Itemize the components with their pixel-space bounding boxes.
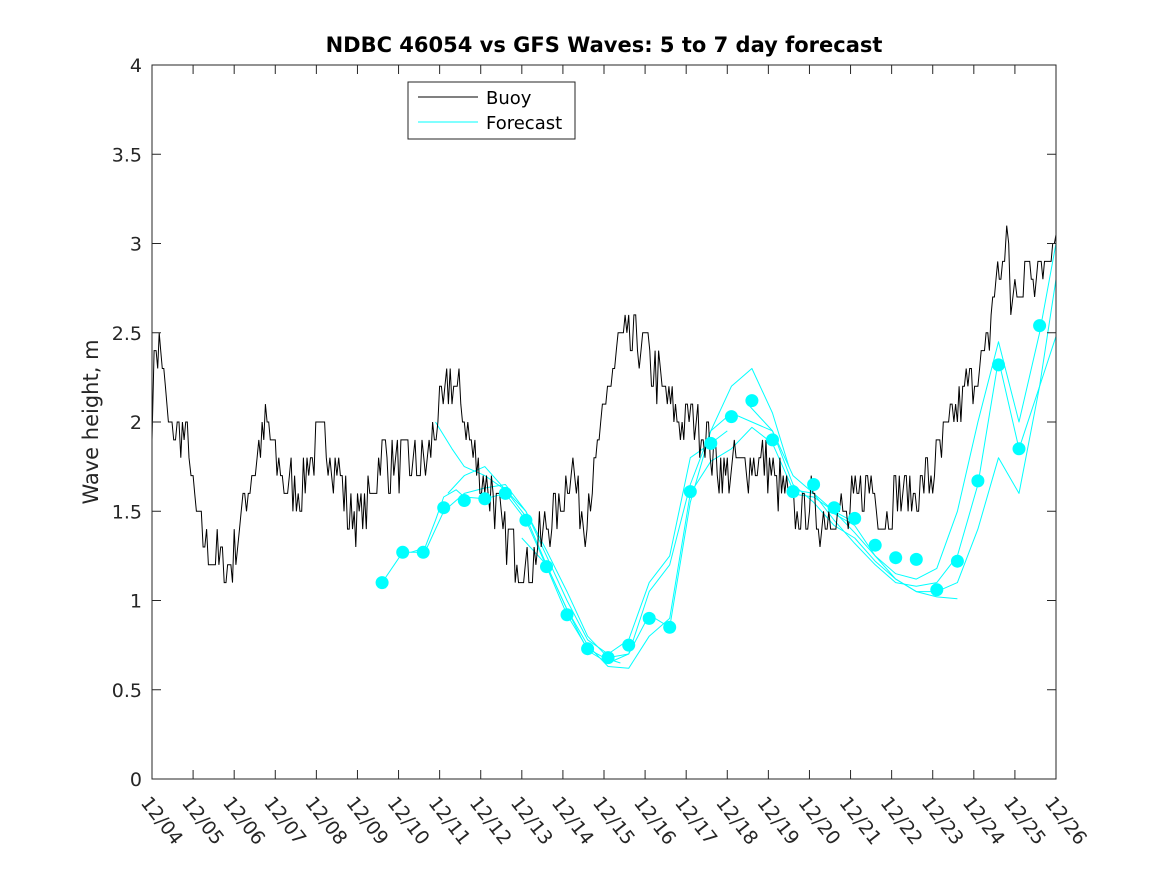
forecast-marker xyxy=(971,474,985,488)
y-tick-label: 0 xyxy=(130,769,142,791)
forecast-marker xyxy=(909,552,923,566)
y-tick-label: 1.5 xyxy=(112,501,142,523)
forecast-marker xyxy=(992,358,1005,372)
y-tick-label: 4 xyxy=(130,55,142,77)
plot-area xyxy=(152,65,1056,779)
forecast-marker xyxy=(827,501,841,515)
forecast-marker xyxy=(581,642,595,656)
forecast-marker xyxy=(930,583,944,597)
forecast-marker xyxy=(766,433,779,447)
forecast-marker xyxy=(416,545,430,559)
forecast-marker xyxy=(1012,442,1026,456)
y-tick-label: 1 xyxy=(130,591,142,613)
y-axis-ticks: 0 0.5 1 1.5 2 2.5 3 3.5 4 xyxy=(112,55,1056,791)
forecast-marker xyxy=(437,501,451,515)
forecast-marker xyxy=(519,513,533,527)
chart-title: NDBC 46054 vs GFS Waves: 5 to 7 day fore… xyxy=(326,33,883,57)
y-tick-label: 2 xyxy=(130,412,142,434)
forecast-marker xyxy=(683,485,697,499)
legend-forecast-label: Forecast xyxy=(486,113,562,134)
forecast-run-line-6 xyxy=(747,279,1057,587)
forecast-marker xyxy=(540,560,553,574)
y-tick-label: 2.5 xyxy=(112,323,142,345)
forecast-marker xyxy=(622,638,636,652)
forecast-run-line-8 xyxy=(829,336,1057,593)
forecast-marker xyxy=(601,651,615,665)
forecast-marker xyxy=(848,511,862,525)
forecast-run-line-2 xyxy=(410,430,728,655)
forecast-marker xyxy=(786,485,800,499)
y-tick-label: 3 xyxy=(130,234,142,256)
legend-buoy-label: Buoy xyxy=(486,88,532,109)
forecast-marker xyxy=(704,436,718,450)
forecast-run-line-4 xyxy=(447,426,851,669)
forecast-marker xyxy=(889,551,903,565)
forecast-marker xyxy=(724,410,738,424)
forecast-marker xyxy=(375,576,389,590)
forecast-marker xyxy=(950,554,964,568)
y-tick-label: 0.5 xyxy=(112,680,142,702)
series-layer xyxy=(151,225,1057,669)
forecast-marker xyxy=(478,492,492,506)
legend: Buoy Forecast xyxy=(407,81,576,140)
forecast-marker xyxy=(807,478,821,491)
forecast-run-line-5 xyxy=(521,412,958,664)
forecast-marker xyxy=(868,538,882,552)
y-tick-label: 3.5 xyxy=(112,144,142,166)
forecast-marker xyxy=(457,494,471,507)
forecast-marker xyxy=(1033,319,1047,333)
y-axis-label: Wave height, m xyxy=(79,339,103,504)
legend-box xyxy=(407,81,576,140)
forecast-marker xyxy=(745,394,759,408)
forecast-marker xyxy=(642,611,656,625)
forecast-marker xyxy=(663,620,677,634)
forecast-marker xyxy=(498,486,512,500)
forecast-marker xyxy=(560,608,574,622)
forecast-marker xyxy=(396,545,410,559)
buoy-series-line xyxy=(151,225,1057,584)
